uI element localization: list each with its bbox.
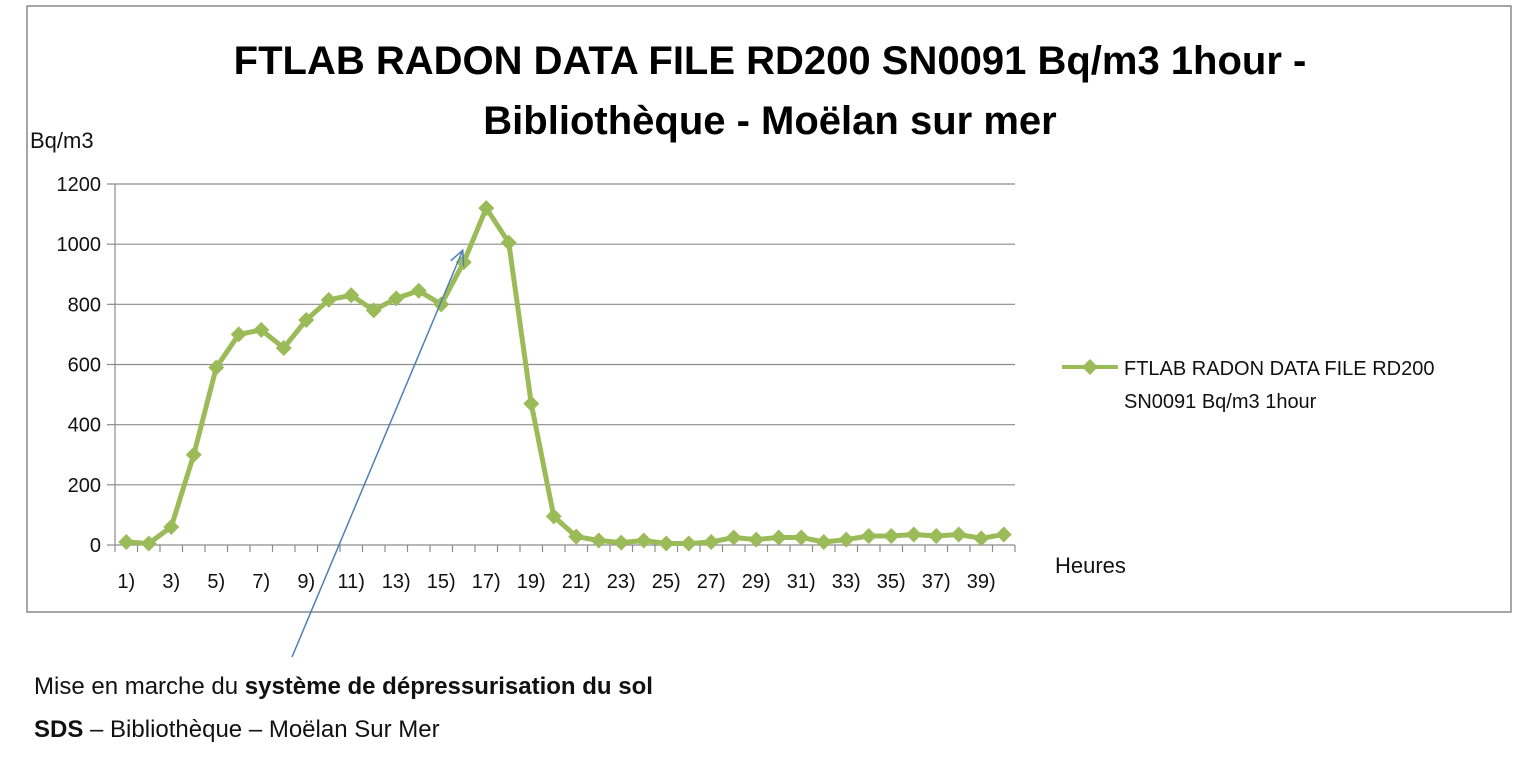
data-point-2 [140,535,157,552]
y-tick-label-800: 800 [68,294,101,316]
chart-title-line-2: Bibliothèque - Moëlan sur mer [483,99,1056,143]
data-point-34 [860,527,877,544]
caption-line-2: SDS – Bibliothèque – Moëlan Sur Mer [34,716,440,744]
x-tick-label-14: 15) [427,571,456,593]
data-point-3 [163,518,180,535]
data-point-33 [838,531,855,548]
data-point-38 [950,526,967,543]
data-point-11 [343,287,360,304]
legend-label-line-1: FTLAB RADON DATA FILE RD200 [1124,358,1434,380]
chart-title-line-1: FTLAB RADON DATA FILE RD200 SN0091 Bq/m3… [234,39,1307,83]
x-tick-label-36: 37) [922,571,951,593]
data-point-13 [388,290,405,307]
x-tick-label-0: 1) [117,571,135,593]
data-series [118,200,1012,552]
x-tick-label-16: 17) [472,571,501,593]
x-tick-label-22: 23) [607,571,636,593]
x-tick-labels: 1) 3) 5) 7) 9) 11) 13) 15) 17) 19) 21) 23) 25) 27) 29)… [117,571,995,593]
data-point-35 [883,527,900,544]
data-point-21 [568,528,585,545]
data-point-1 [118,533,135,550]
data-point-19 [523,395,540,412]
data-point-31 [793,529,810,546]
data-point-17 [478,200,495,217]
x-tick-label-10: 11) [338,571,365,593]
data-point-32 [815,533,832,550]
data-point-18 [500,234,517,251]
data-point-28 [725,529,742,546]
y-tick-label-1200: 1200 [57,174,102,196]
data-point-12 [365,302,382,319]
caption-line-2-bold: SDS [34,716,84,743]
data-point-40 [995,526,1012,543]
chart-frame [26,5,1512,613]
y-tick-label-0: 0 [90,535,101,557]
data-point-30 [770,529,787,546]
x-tick-label-8: 9) [297,571,315,593]
legend-swatch-marker [1082,359,1098,375]
data-point-5 [208,359,225,376]
data-point-6 [230,326,247,343]
data-point-36 [905,526,922,543]
annotation-arrow-head [450,248,465,267]
legend: FTLAB RADON DATA FILE RD200 SN0091 Bq/m3… [1062,358,1434,413]
y-axis-label: Bq/m3 [30,128,94,153]
data-point-23 [613,534,630,551]
x-tick-label-20: 21) [562,571,591,593]
annotation [291,248,465,658]
x-tick-label-24: 25) [652,571,681,593]
y-tick-label-600: 600 [68,355,101,377]
x-tick-label-6: 7) [252,571,270,593]
data-point-39 [973,530,990,547]
data-point-4 [185,446,202,463]
series-line-0 [123,205,1007,546]
data-point-24 [635,532,652,549]
annotation-arrow-shaft [291,249,464,658]
data-point-22 [590,532,607,549]
data-point-8 [275,339,292,356]
x-tick-label-18: 19) [517,571,546,593]
gridlines [107,183,1016,552]
y-tick-labels: 0 200 400 600 800 1000 1200 [57,174,102,557]
data-point-26 [680,535,697,552]
x-tick-label-38: 39) [967,571,996,593]
caption-line-2-text: – Bibliothèque – Moëlan Sur Mer [83,716,440,743]
data-point-7 [253,321,270,338]
data-point-37 [928,527,945,544]
data-point-10 [320,291,337,308]
x-tick-label-30: 31) [787,571,816,593]
y-tick-label-200: 200 [68,475,101,497]
x-tick-label-28: 29) [742,571,771,593]
data-point-20 [545,508,562,525]
data-point-15 [433,296,450,313]
data-point-27 [703,533,720,550]
legend-label-line-2: SN0091 Bq/m3 1hour [1124,391,1317,413]
x-tick-label-12: 13) [382,571,411,593]
caption-line-1: Mise en marche du système de dépressuris… [34,673,653,701]
x-tick-label-32: 33) [832,571,861,593]
x-axis-label: Heures [1055,553,1126,578]
data-point-25 [658,535,675,552]
x-tick-label-2: 3) [162,571,180,593]
y-tick-label-1000: 1000 [57,234,102,256]
x-tick-label-34: 35) [877,571,906,593]
x-tick-label-4: 5) [207,571,225,593]
caption-line-1-text: Mise en marche du [34,673,245,700]
caption-line-1-bold: système de dépressurisation du sol [244,673,653,700]
data-point-9 [298,311,315,328]
data-point-14 [410,282,427,299]
y-tick-label-400: 400 [68,415,101,437]
x-tick-label-26: 27) [697,571,726,593]
data-point-29 [748,531,765,548]
